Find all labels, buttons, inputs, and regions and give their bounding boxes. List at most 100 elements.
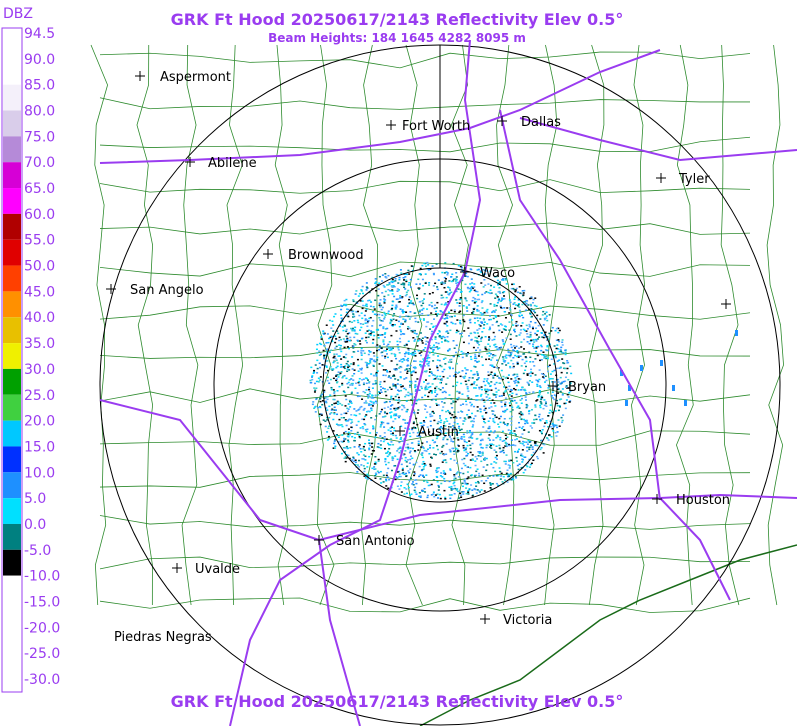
echo xyxy=(447,332,450,334)
echo xyxy=(351,356,354,358)
echo xyxy=(503,439,506,442)
city-label: Houston xyxy=(676,493,730,508)
echo xyxy=(370,330,373,332)
echo xyxy=(475,399,478,401)
echo xyxy=(498,281,501,283)
echo xyxy=(375,345,378,348)
echo xyxy=(452,375,455,377)
echo xyxy=(478,451,481,453)
echo xyxy=(439,415,442,417)
echo xyxy=(398,360,401,362)
echo xyxy=(444,291,447,293)
echo xyxy=(448,292,451,295)
echo xyxy=(459,417,462,419)
echo xyxy=(323,391,326,393)
echo xyxy=(436,288,439,291)
echo xyxy=(517,303,520,305)
echo xyxy=(438,330,441,332)
echo xyxy=(340,314,343,316)
echo xyxy=(384,299,387,301)
echo xyxy=(468,304,471,306)
echo xyxy=(355,310,358,313)
echo xyxy=(401,310,404,313)
echo xyxy=(514,379,517,382)
echo xyxy=(316,343,319,346)
echo xyxy=(333,355,336,358)
echo xyxy=(395,304,398,307)
echo xyxy=(383,380,386,383)
echo xyxy=(401,296,404,298)
echo xyxy=(508,312,511,314)
echo xyxy=(358,384,361,386)
echo xyxy=(324,397,327,399)
echo xyxy=(379,346,382,349)
echo xyxy=(491,410,494,412)
echo xyxy=(398,415,401,417)
echo xyxy=(472,312,475,314)
echo xyxy=(382,284,385,287)
echo xyxy=(466,430,469,432)
echo xyxy=(483,405,486,407)
echo xyxy=(483,459,486,461)
echo xyxy=(445,296,448,299)
echo xyxy=(493,338,496,341)
echo xyxy=(325,324,328,326)
echo xyxy=(552,424,555,426)
echo xyxy=(448,480,451,483)
echo xyxy=(528,323,531,326)
echo xyxy=(370,301,373,303)
echo xyxy=(391,323,394,326)
echo xyxy=(462,420,465,422)
city-label: Piedras Negras xyxy=(114,630,212,645)
echo xyxy=(464,464,467,467)
echo xyxy=(514,289,517,291)
echo xyxy=(484,412,487,414)
echo xyxy=(366,478,369,480)
echo xyxy=(545,357,548,360)
echo xyxy=(535,400,538,402)
echo xyxy=(459,322,462,325)
echo xyxy=(466,310,469,312)
echo xyxy=(447,293,450,295)
echo xyxy=(485,430,488,432)
echo xyxy=(528,446,531,449)
echo xyxy=(327,427,330,430)
echo xyxy=(545,315,548,317)
echo xyxy=(488,425,491,428)
echo xyxy=(453,484,456,487)
echo xyxy=(384,415,387,417)
echo xyxy=(442,459,445,462)
echo xyxy=(514,432,517,435)
echo xyxy=(402,434,405,436)
echo xyxy=(346,332,349,335)
echo xyxy=(547,392,550,394)
echo xyxy=(327,341,330,344)
echo xyxy=(336,362,339,364)
echo xyxy=(318,413,321,415)
echo xyxy=(451,280,454,282)
echo xyxy=(503,307,506,309)
echo xyxy=(339,348,342,351)
echo xyxy=(567,396,570,398)
echo xyxy=(459,265,462,268)
echo xyxy=(474,355,477,358)
echo xyxy=(433,441,436,444)
echo xyxy=(530,462,533,465)
echo xyxy=(433,318,436,320)
echo xyxy=(485,446,488,449)
echo xyxy=(511,319,514,321)
echo xyxy=(382,339,385,341)
echo xyxy=(457,349,460,351)
echo xyxy=(392,443,395,446)
echo xyxy=(469,447,472,450)
echo xyxy=(426,426,429,428)
echo xyxy=(361,398,364,400)
echo xyxy=(367,395,370,398)
echo xyxy=(384,390,387,393)
echo xyxy=(481,451,484,454)
echo xyxy=(505,357,508,359)
echo xyxy=(456,372,459,374)
echo xyxy=(390,398,393,401)
echo xyxy=(372,365,375,367)
echo xyxy=(469,459,472,461)
